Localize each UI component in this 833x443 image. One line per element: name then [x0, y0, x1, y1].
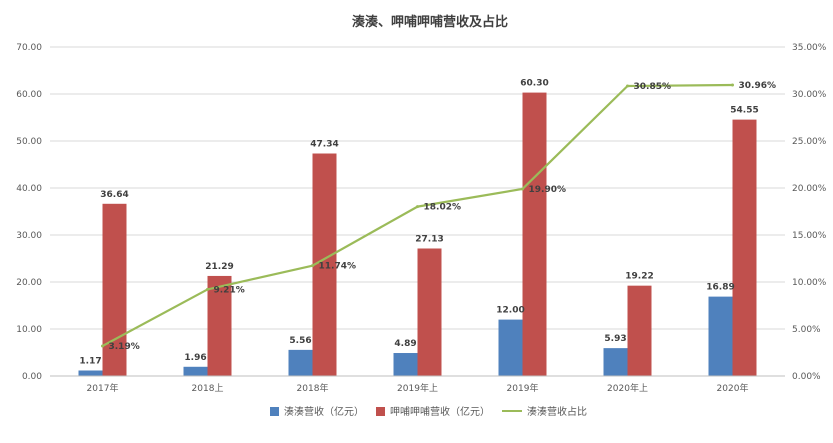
bar [627, 285, 652, 376]
bar-value-label: 21.29 [205, 262, 233, 272]
bars [78, 92, 757, 377]
bar-value-label: 5.56 [289, 336, 311, 346]
chart-title: 湊湊、呷哺呷哺营收及占比 [352, 14, 508, 30]
x-tick-label: 2020年 [717, 382, 749, 394]
line-value-label: 9.21% [214, 285, 245, 295]
x-tick-label: 2017年 [87, 382, 119, 394]
y-tick-label-right: 30.00% [792, 90, 827, 100]
x-tick-label: 2019年上 [397, 382, 438, 394]
legend-label: 湊湊营收占比 [527, 405, 587, 418]
line-point [626, 84, 629, 88]
bar-value-label: 12.00 [496, 306, 524, 316]
bar [393, 353, 418, 376]
bar-value-label: 16.89 [706, 283, 734, 293]
bar-value-label: 19.22 [625, 272, 653, 282]
y-tick-label-left: 30.00 [16, 231, 42, 241]
x-tick-label: 2018年 [297, 382, 329, 394]
bar [708, 296, 733, 376]
bar [522, 92, 547, 376]
bar [288, 349, 313, 376]
bar-value-label: 36.64 [100, 190, 128, 200]
legend-label: 湊湊营收（亿元） [284, 405, 364, 418]
data-labels: 1.17 1.96 5.56 4.89 12.00 5.93 16.89 36.64 21.29… [79, 79, 776, 367]
line-value-label: 11.74% [319, 262, 357, 272]
y-tick-label-right: 35.00% [792, 43, 827, 53]
y-tick-label-right: 10.00% [792, 278, 827, 288]
bar-value-label: 47.34 [310, 140, 338, 150]
y-tick-label-left: 70.00 [16, 43, 42, 53]
y-axis-left: 0.00 10.00 20.00 30.00 40.00 50.00 60.00 70.00 [16, 43, 42, 382]
bar [498, 319, 523, 376]
y-axis-right: 0.00% 5.00% 10.00% 15.00% 20.00% 25.00% 30.00%… [792, 43, 827, 382]
line-point [311, 264, 314, 268]
line-series [101, 83, 734, 348]
y-tick-label-right: 15.00% [792, 231, 827, 241]
bar-value-label: 27.13 [415, 234, 443, 244]
y-tick-label-right: 5.00% [792, 325, 821, 335]
y-tick-label-right: 20.00% [792, 184, 827, 194]
bar [603, 348, 628, 376]
line-value-label: 3.19% [109, 342, 140, 352]
line-value-label: 30.96% [739, 81, 777, 91]
y-tick-label-left: 50.00 [16, 137, 42, 147]
bar-value-label: 54.55 [730, 106, 758, 116]
line-point [101, 344, 104, 348]
bar [183, 366, 208, 376]
x-tick-label: 2018上 [192, 383, 224, 394]
bar [732, 119, 757, 377]
line-value-label: 30.85% [634, 82, 672, 92]
bar [78, 370, 103, 376]
bar [417, 248, 442, 376]
legend-swatch [270, 407, 279, 416]
bar-value-label: 1.17 [79, 357, 101, 367]
bar-value-label: 60.30 [520, 79, 548, 89]
bar [102, 203, 127, 376]
y-tick-label-left: 20.00 [16, 278, 42, 288]
y-tick-label-right: 0.00% [792, 372, 821, 382]
x-axis: 2017年 2018上 2018年 2019年上 2019年 2020年上 2020年 [50, 375, 785, 394]
x-tick-label: 2020年上 [607, 382, 648, 394]
y-tick-label-left: 10.00 [16, 325, 42, 335]
line-value-label: 19.90% [529, 185, 567, 195]
bar-value-label: 4.89 [394, 339, 416, 349]
bar [312, 153, 337, 376]
bar-value-label: 5.93 [604, 334, 626, 344]
legend: 湊湊营收（亿元） 呷哺呷哺营收（亿元） 湊湊营收占比 [270, 405, 587, 418]
y-tick-label-left: 40.00 [16, 184, 42, 194]
line-point [416, 205, 419, 209]
y-tick-label-left: 60.00 [16, 90, 42, 100]
line-point [731, 83, 734, 87]
line-point [521, 187, 524, 191]
bar-value-label: 1.96 [184, 353, 206, 363]
x-tick-label: 2019年 [507, 382, 539, 394]
y-tick-label-right: 25.00% [792, 137, 827, 147]
legend-label: 呷哺呷哺营收（亿元） [390, 405, 490, 418]
line-point [206, 287, 209, 291]
bar [207, 275, 232, 376]
legend-swatch [376, 407, 385, 416]
y-tick-label-left: 0.00 [22, 372, 42, 382]
line-value-label: 18.02% [424, 203, 462, 213]
